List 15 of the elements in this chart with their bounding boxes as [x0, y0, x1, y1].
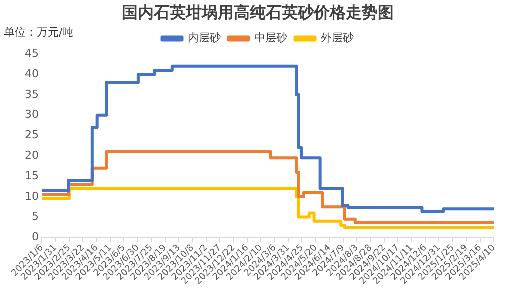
legend-label: 中层砂: [254, 32, 288, 45]
y-tick-label: 45: [24, 47, 39, 60]
y-tick-label: 5: [32, 210, 39, 224]
chart-title: 国内石英坩埚用高纯石英砂价格走势图: [122, 2, 394, 22]
y-tick-label: 30: [24, 108, 39, 122]
y-tick-label: 20: [24, 148, 39, 162]
legend-label: 外层砂: [320, 32, 354, 45]
y-axis-title: 单位：万元/吨: [4, 25, 74, 40]
y-tick-label: 35: [24, 88, 39, 101]
y-tick-label: 0: [32, 230, 39, 244]
y-tick-label: 25: [24, 128, 39, 142]
y-tick-label: 40: [24, 67, 39, 80]
y-tick-label: 15: [24, 169, 39, 182]
y-tick-label: 10: [24, 190, 39, 203]
legend-label: 内层砂: [188, 32, 221, 45]
